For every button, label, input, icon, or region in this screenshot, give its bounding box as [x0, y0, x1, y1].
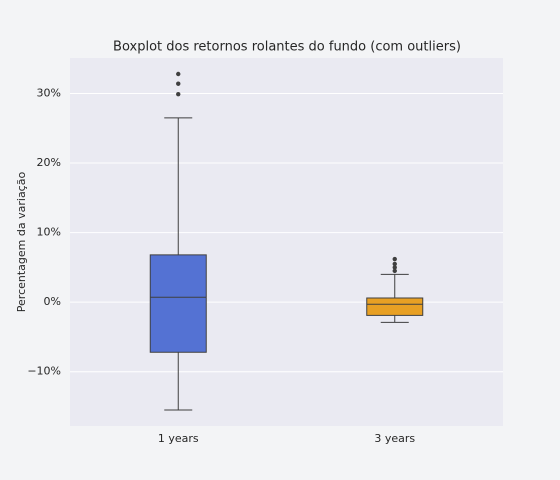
y-tick-label: 10% [37, 226, 61, 239]
y-tick-label: 30% [37, 86, 61, 99]
outlier [392, 268, 397, 274]
outlier [392, 256, 397, 262]
y-tick-label: −10% [27, 365, 61, 378]
outlier [176, 71, 181, 77]
y-tick-label: 20% [37, 156, 61, 169]
outlier [392, 261, 397, 267]
box [149, 254, 207, 353]
y-axis-label: Percentagem da variação [15, 172, 28, 313]
chart-title: Boxplot dos retornos rolantes do fundo (… [113, 40, 461, 55]
x-tick-label: 3 years [374, 432, 415, 445]
x-tick-label: 1 years [158, 432, 199, 445]
outlier [176, 91, 181, 97]
outlier [392, 265, 397, 270]
box [366, 297, 424, 316]
outlier [176, 81, 181, 86]
y-tick-label: 0% [44, 295, 61, 308]
plot-background [70, 58, 503, 426]
